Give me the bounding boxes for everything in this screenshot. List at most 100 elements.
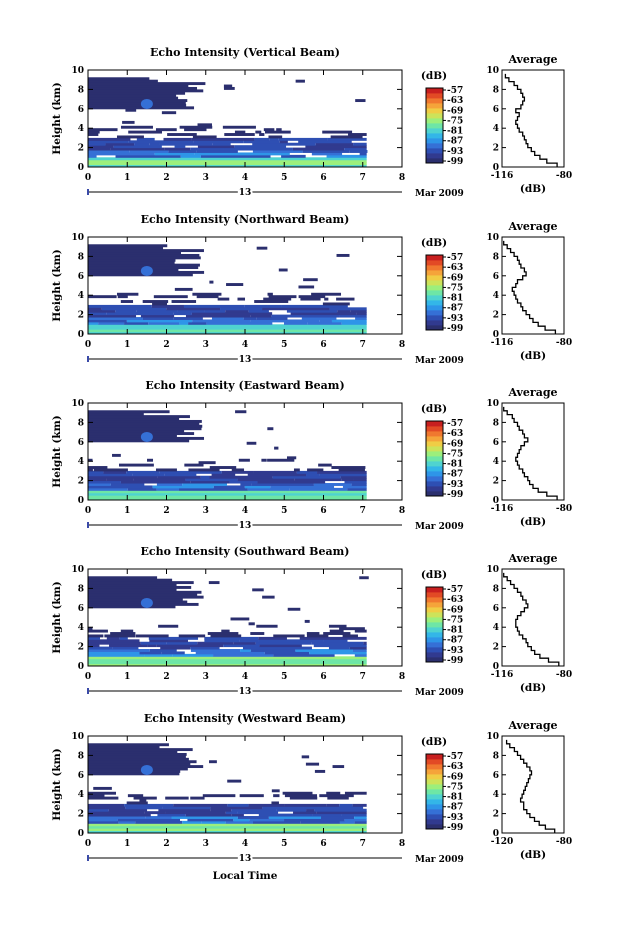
heatmap-cell	[354, 653, 367, 657]
colorbar-tick-label: -81	[447, 294, 463, 304]
heatmap-cell	[180, 154, 201, 158]
heatmap-cell	[88, 649, 150, 652]
heatmap-cell	[254, 137, 270, 141]
heatmap-cell	[88, 429, 185, 433]
heatmap-cell	[293, 811, 317, 815]
panel-title: Echo Intensity (Southward Beam)	[141, 545, 350, 558]
heatmap-cell	[348, 133, 367, 136]
heatmap-cell	[142, 317, 174, 320]
colorbar-tick-label: -81	[447, 460, 463, 470]
heatmap-cell	[139, 651, 162, 655]
heatmap-cell	[88, 581, 194, 585]
heatmap-cell	[88, 140, 129, 144]
heatmap-cell	[156, 487, 180, 491]
x-tick-label: 3	[203, 839, 209, 849]
panel-title: Echo Intensity (Eastward Beam)	[145, 379, 344, 392]
colorbar-swatch	[426, 642, 443, 648]
heatmap-cell	[88, 314, 137, 318]
colorbar-tick-label: -93	[447, 480, 463, 490]
heatmap-cell	[88, 828, 367, 832]
heatmap-cell	[329, 307, 367, 311]
x-tick-label: 3	[203, 173, 209, 183]
heatmap-cell	[109, 644, 148, 648]
colorbar-unit: (dB)	[421, 403, 447, 415]
colorbar-swatch	[426, 305, 443, 311]
x-tick-label: 7	[360, 839, 366, 849]
heatmap-cell	[88, 164, 367, 168]
heatmap-cell	[88, 495, 367, 499]
colorbar-swatch	[426, 436, 443, 442]
heatmap-cell	[233, 818, 250, 822]
heatmap-cell	[306, 634, 329, 638]
heatmap-cell	[263, 297, 292, 301]
heatmap-cell	[323, 639, 348, 643]
colorbar-tick-label: -63	[447, 429, 463, 439]
heatmap-cell	[336, 253, 350, 257]
heatmap-cell	[329, 629, 344, 633]
heatmap-cell	[88, 99, 188, 103]
heatmap-cell	[213, 485, 245, 489]
heatmap-cell	[354, 820, 367, 824]
colorbar-swatch	[426, 456, 443, 462]
colorbar-swatch	[426, 476, 443, 482]
colorbar-tick-label: -69	[447, 439, 463, 449]
heatmap-cell	[225, 811, 238, 815]
heatmap-cell	[340, 475, 367, 479]
colorbar-swatch	[426, 290, 443, 296]
average-x-label: (dB)	[520, 183, 546, 195]
heatmap-cell	[106, 478, 134, 482]
heatmap-cell	[120, 480, 191, 484]
heatmap-cell	[210, 634, 242, 638]
x-tick-label: 5	[281, 506, 287, 516]
average-x-tick-label: -80	[556, 837, 572, 847]
heatmap-cell	[88, 162, 367, 166]
heatmap-cell	[88, 415, 190, 419]
average-y-tick-label: 6	[493, 604, 499, 614]
heatmap-cell	[164, 473, 197, 477]
heatmap-cell	[191, 137, 255, 141]
average-y-tick-label: 0	[493, 662, 499, 672]
heatmap-cell	[250, 649, 296, 652]
heatmap-cell	[88, 745, 160, 749]
heatmap-cell	[268, 816, 322, 819]
heatmap-cell	[217, 297, 230, 301]
colorbar-swatch	[426, 446, 443, 452]
heatmap-cell	[149, 649, 177, 652]
heatmap-cell	[273, 794, 280, 798]
date-label: Mar 2009	[415, 855, 464, 865]
heatmap-cell	[298, 295, 326, 299]
heatmap-cell	[149, 142, 160, 146]
heatmap-cell	[246, 441, 257, 445]
x-tick-label: 0	[85, 839, 91, 849]
colorbar-tick-label: -99	[447, 656, 463, 666]
x-tick-label: 0	[85, 506, 91, 516]
average-y-tick-label: 6	[493, 438, 499, 448]
heatmap-cell	[202, 794, 236, 798]
heatmap-cell	[152, 302, 168, 306]
average-y-tick-label: 10	[486, 732, 499, 742]
heatmap-cell	[174, 145, 186, 149]
panel-title: Echo Intensity (Vertical Beam)	[150, 46, 340, 59]
heatmap-cell	[88, 326, 367, 330]
average-y-tick-label: 4	[493, 124, 499, 134]
heatmap-cell	[88, 752, 187, 756]
panel-1: Echo Intensity (Northward Beam) Height (k…	[51, 213, 572, 367]
heatmap-cell	[183, 304, 245, 308]
heatmap-cell	[239, 794, 264, 798]
date-label: Mar 2009	[415, 356, 464, 366]
heatmap-cell	[88, 424, 203, 428]
heatmap-cell	[135, 820, 183, 824]
x-tick-label: 0	[85, 173, 91, 183]
heatmap-cell	[252, 588, 264, 592]
x-tick-label: 4	[242, 173, 248, 183]
colorbar-tick-label: -99	[447, 490, 463, 500]
heatmap-cell	[88, 103, 187, 107]
heatmap-cell	[88, 818, 118, 822]
average-y-tick-label: 0	[493, 163, 499, 173]
heatmap-cell	[197, 123, 212, 127]
heatmap-cell	[342, 485, 367, 489]
heatmap-cell	[286, 309, 338, 313]
heatmap-cell	[339, 314, 367, 318]
heatmap-cell	[328, 624, 347, 628]
heatmap	[88, 77, 368, 168]
